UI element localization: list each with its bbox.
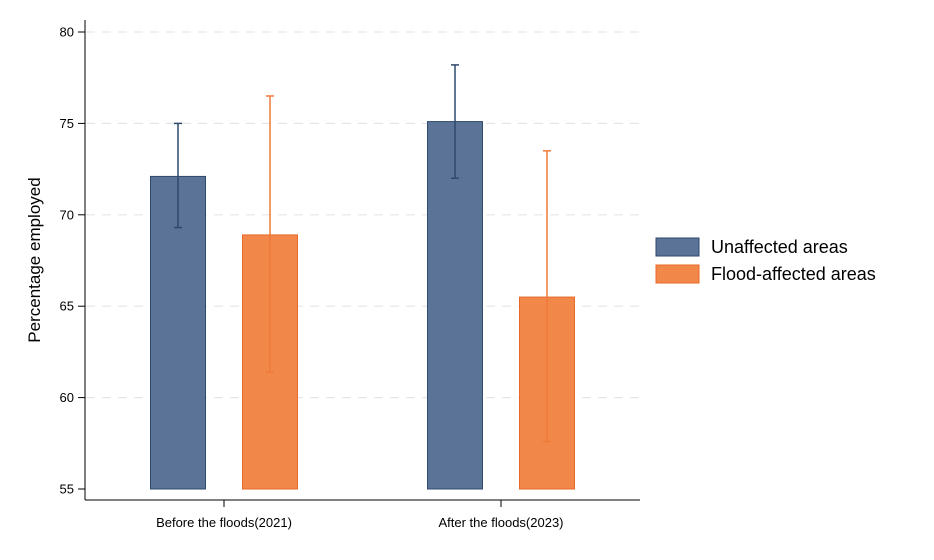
error-bars	[174, 64, 551, 443]
y-tick-label: 65	[60, 299, 74, 314]
legend-swatch-flood-affected	[655, 264, 700, 284]
axes	[84, 20, 640, 501]
bars	[150, 121, 575, 490]
y-tick-label: 75	[60, 116, 74, 131]
legend: Unaffected areas Flood-affected areas	[655, 237, 876, 284]
bar-unaffected-1	[427, 121, 483, 490]
x-ticks: Before the floods(2021) After the floods(…	[156, 500, 564, 530]
legend-label-flood-affected: Flood-affected areas	[711, 264, 876, 284]
legend-swatch-unaffected	[655, 237, 700, 257]
gridlines	[86, 31, 640, 399]
x-tick-label: Before the floods(2021)	[156, 515, 292, 530]
y-axis-title: Percentage employed	[25, 177, 44, 342]
x-tick-label: After the floods(2023)	[438, 515, 563, 530]
legend-label-unaffected: Unaffected areas	[711, 237, 848, 257]
y-tick-label: 60	[60, 390, 74, 405]
y-tick-label: 80	[60, 25, 74, 40]
y-tick-label: 55	[60, 482, 74, 497]
y-tick-label: 70	[60, 207, 74, 222]
y-ticks: 55 60 65 70 75 80	[60, 25, 85, 497]
bar-unaffected-0	[150, 175, 206, 490]
